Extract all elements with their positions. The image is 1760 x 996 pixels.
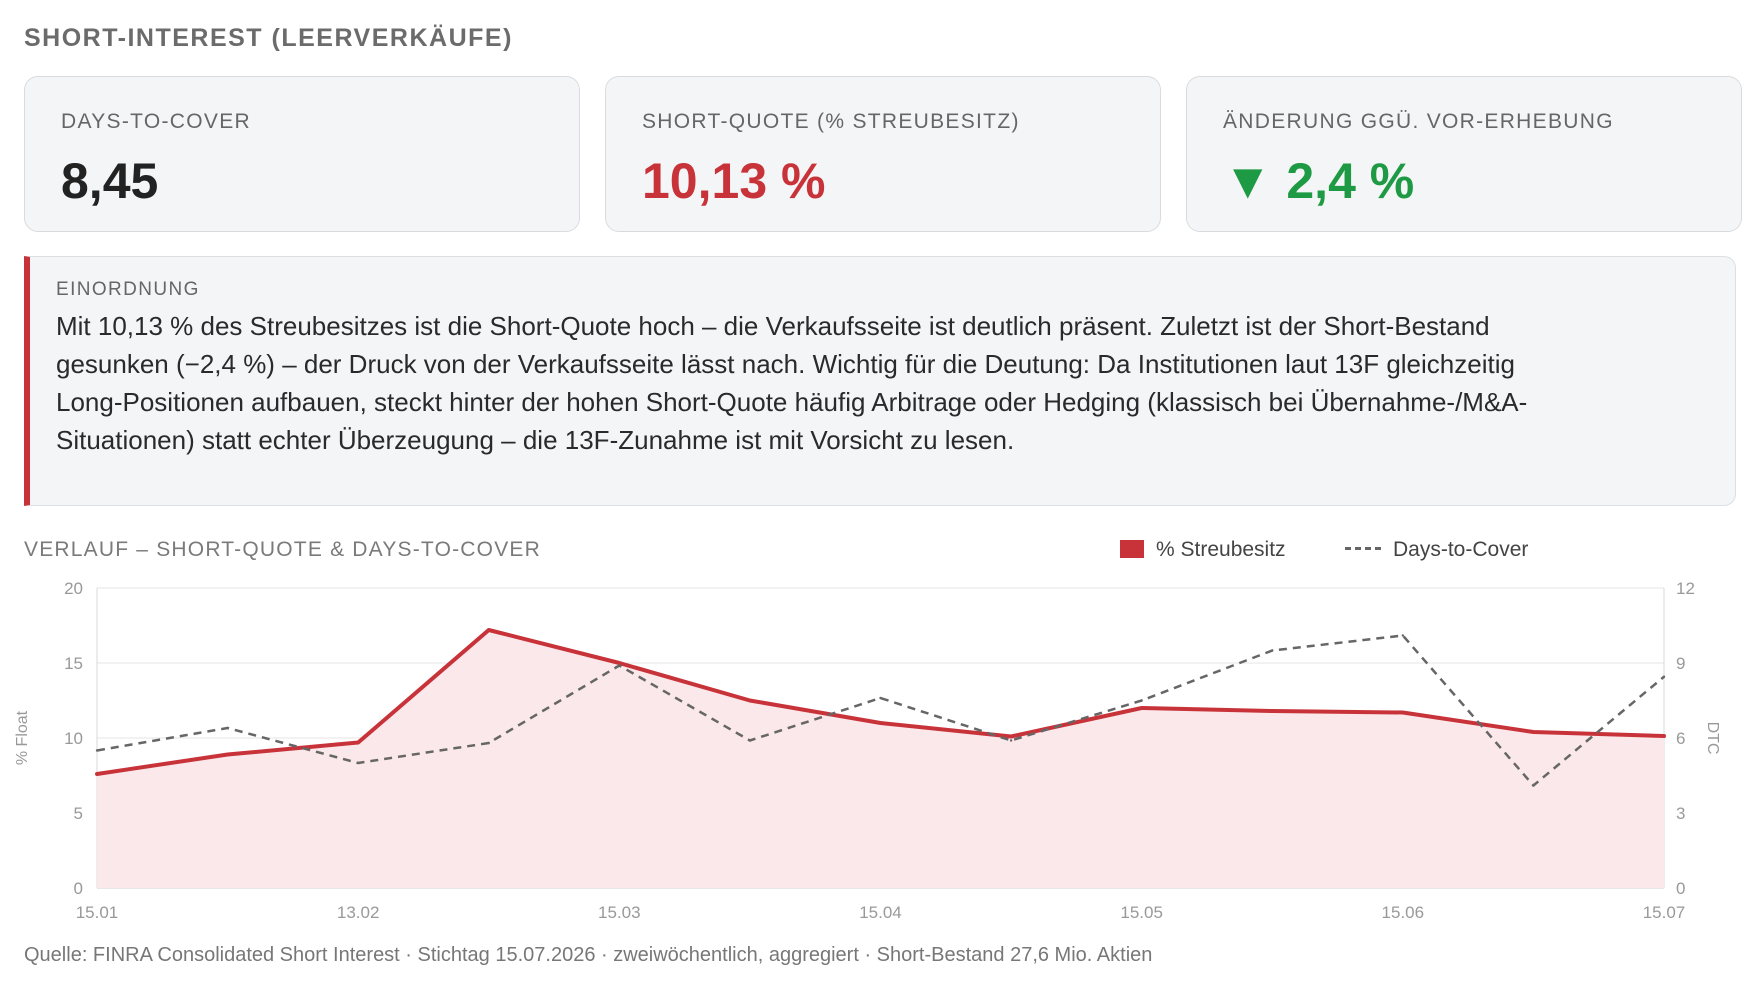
- y-tick-left: 15: [64, 654, 83, 673]
- days-to-cover-point: [1662, 675, 1666, 678]
- streubesitz-point: [1531, 730, 1535, 734]
- x-tick-label: 15.07: [1643, 903, 1686, 922]
- days-to-cover-point: [1271, 649, 1274, 652]
- note-label: EINORDNUNG: [56, 279, 200, 300]
- y-axis-label-left: % Float: [14, 710, 31, 765]
- streubesitz-point: [1401, 711, 1405, 714]
- short-quote-value: 10,13 %: [642, 153, 826, 209]
- days-to-cover-point: [748, 739, 752, 742]
- y-tick-left: 20: [64, 579, 83, 598]
- card-label: SHORT-QUOTE (% STREUBESITZ): [642, 110, 1020, 133]
- streubesitz-point: [748, 699, 752, 702]
- streubesitz-point: [1140, 706, 1144, 710]
- y-tick-right: 12: [1676, 579, 1695, 598]
- days-to-cover-card: DAYS-TO-COVER 8,45: [24, 76, 580, 232]
- streubesitz-point: [879, 721, 882, 725]
- legend-swatch: [1120, 540, 1144, 558]
- days-to-cover-point: [1009, 739, 1013, 742]
- streubesitz-point: [617, 661, 621, 665]
- short-quote-card: SHORT-QUOTE (% STREUBESITZ) 10,13 %: [605, 76, 1161, 232]
- streubesitz-point: [356, 741, 360, 744]
- days-to-cover-point: [618, 664, 621, 667]
- streubesitz-point: [226, 753, 230, 756]
- x-tick-label: 15.01: [76, 903, 119, 922]
- days-to-cover-point: [879, 696, 882, 700]
- y-tick-right: 0: [1676, 879, 1685, 898]
- streubesitz-point: [487, 628, 491, 632]
- note-text: Mit 10,13 % des Streubesitzes ist die Sh…: [56, 311, 1528, 455]
- source-note: Quelle: FINRA Consolidated Short Interes…: [24, 944, 1153, 966]
- days-to-cover-point: [1532, 784, 1535, 787]
- y-tick-left: 0: [74, 879, 83, 898]
- streubesitz-point: [1270, 709, 1274, 713]
- days-to-cover-point: [95, 749, 99, 752]
- days-to-cover-value: 8,45: [61, 153, 159, 209]
- days-to-cover-point: [356, 761, 360, 765]
- y-tick-left: 10: [64, 729, 83, 748]
- streubesitz-area: [97, 630, 1664, 888]
- streubesitz-point: [1009, 735, 1013, 738]
- x-tick-label: 15.03: [598, 903, 641, 922]
- days-to-cover-point: [1140, 699, 1143, 702]
- y-tick-right: 3: [1676, 804, 1685, 823]
- y-tick-left: 5: [74, 804, 83, 823]
- days-to-cover-point: [487, 741, 490, 745]
- y-axis-label-right: DTC: [1704, 722, 1721, 755]
- days-to-cover-point: [1401, 634, 1405, 637]
- legend-label: Days-to-Cover: [1393, 538, 1529, 561]
- legend-item-days-to-cover: Days-to-Cover: [1345, 538, 1528, 562]
- assessment-note: EINORDNUNG Mit 10,13 % des Streubesitzes…: [24, 256, 1736, 506]
- legend-item-streubesitz: % Streubesitz: [1120, 538, 1286, 562]
- legend-dash: [1345, 547, 1381, 550]
- y-tick-right: 6: [1676, 729, 1685, 748]
- change-value: ▼ 2,4 %: [1223, 153, 1415, 209]
- streubesitz-point: [95, 772, 99, 776]
- change-card: ÄNDERUNG GGÜ. VOR-ERHEBUNG ▼ 2,4 %: [1186, 76, 1742, 232]
- section-title: SHORT-INTEREST (LEERVERKÄUFE): [24, 24, 513, 52]
- days-to-cover-point: [226, 726, 229, 730]
- x-tick-label: 15.05: [1120, 903, 1163, 922]
- x-tick-label: 13.02: [337, 903, 380, 922]
- streubesitz-point: [1662, 734, 1666, 738]
- legend-label: % Streubesitz: [1156, 538, 1286, 561]
- chart-title: VERLAUF – SHORT-QUOTE & DAYS-TO-COVER: [24, 538, 541, 561]
- x-tick-label: 15.06: [1382, 903, 1425, 922]
- card-label: ÄNDERUNG GGÜ. VOR-ERHEBUNG: [1223, 110, 1614, 133]
- x-tick-label: 15.04: [859, 903, 902, 922]
- y-tick-right: 9: [1676, 654, 1685, 673]
- card-label: DAYS-TO-COVER: [61, 110, 251, 133]
